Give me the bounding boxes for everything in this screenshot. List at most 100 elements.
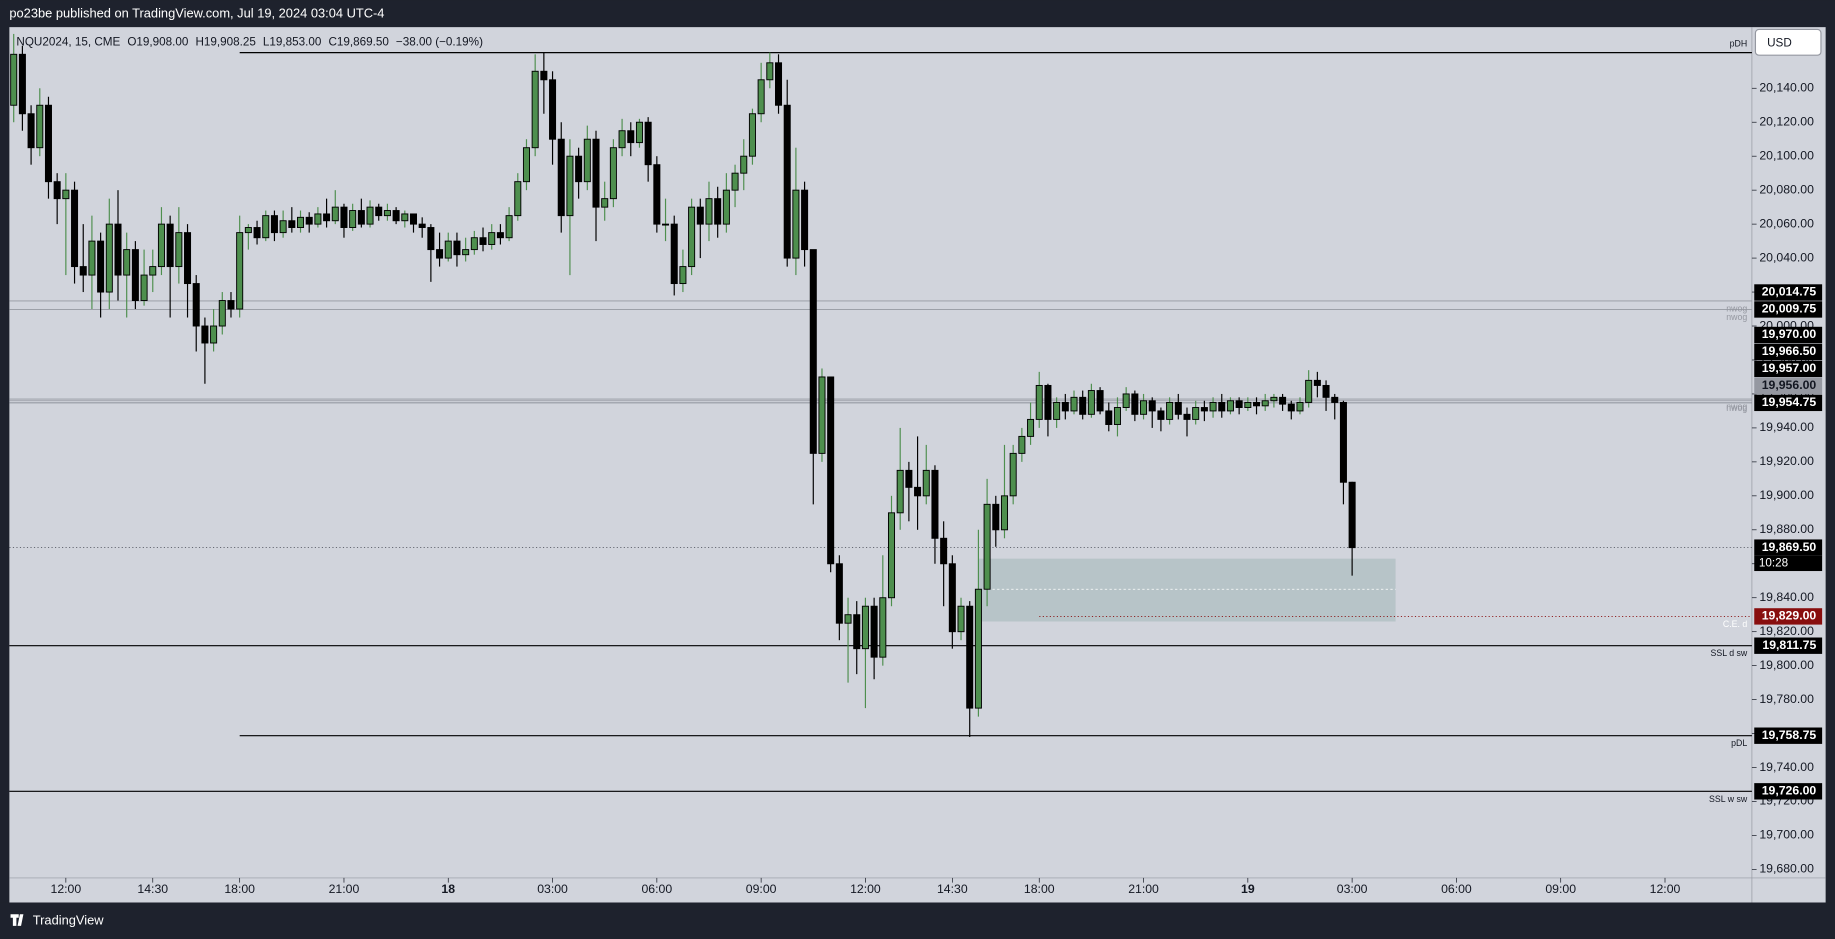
x-tick-label: 03:00 bbox=[1337, 882, 1368, 896]
candle-body bbox=[436, 249, 444, 259]
candle-body bbox=[688, 206, 696, 268]
candle-body bbox=[1087, 390, 1095, 415]
footer bbox=[0, 902, 1835, 939]
candle-body bbox=[62, 189, 70, 200]
candle-body bbox=[1305, 379, 1313, 403]
x-tick-label: 12:00 bbox=[850, 882, 881, 896]
candle-body bbox=[853, 614, 861, 650]
candle-body bbox=[1044, 384, 1052, 420]
price-label-bg bbox=[1754, 301, 1823, 318]
candle-body bbox=[948, 563, 956, 633]
countdown-bg bbox=[1754, 555, 1823, 572]
candle-body bbox=[887, 512, 896, 599]
ohlc-low: L19,853.00 bbox=[263, 35, 322, 48]
price-label: 19,726.00 bbox=[1762, 784, 1817, 798]
candle-body bbox=[1157, 410, 1165, 420]
candle-body bbox=[288, 220, 296, 228]
candle-body bbox=[36, 104, 44, 149]
candle-body bbox=[444, 240, 452, 259]
candle-body bbox=[983, 503, 991, 590]
candle-body bbox=[375, 206, 383, 217]
candle-body bbox=[670, 223, 678, 285]
fvg-zone bbox=[978, 558, 1396, 622]
candle-body bbox=[540, 70, 548, 81]
price-label: 19,811.75 bbox=[1762, 638, 1816, 652]
candle-body bbox=[905, 469, 913, 488]
candle-body bbox=[270, 215, 278, 234]
x-tick-label: 14:30 bbox=[937, 882, 968, 896]
price-label: 19,758.75 bbox=[1762, 728, 1817, 742]
candle-body bbox=[314, 213, 322, 225]
candle-body bbox=[10, 53, 18, 106]
candle-body bbox=[914, 486, 922, 497]
candle-body bbox=[1261, 400, 1269, 407]
candle-body bbox=[549, 79, 557, 140]
price-label-bg bbox=[1754, 284, 1823, 301]
candle-body bbox=[896, 469, 904, 514]
candle-body bbox=[357, 210, 365, 225]
price-label: 20,014.75 bbox=[1762, 285, 1817, 299]
currency-button[interactable] bbox=[1754, 28, 1822, 56]
x-tick-label: 18 bbox=[441, 882, 455, 896]
price-label: 19,829.00 bbox=[1762, 609, 1817, 623]
level-tag: nwog bbox=[1726, 403, 1747, 413]
candle-body bbox=[1053, 401, 1061, 420]
candle-body bbox=[192, 283, 200, 327]
level-tag: nwog bbox=[1726, 402, 1747, 412]
candle-body bbox=[792, 189, 800, 259]
candle-body bbox=[835, 563, 843, 624]
candle-body bbox=[575, 155, 583, 183]
candle-body bbox=[870, 605, 878, 658]
candle-body bbox=[253, 227, 261, 239]
candle-body bbox=[627, 130, 635, 144]
candle-body bbox=[818, 376, 826, 454]
candle-body bbox=[801, 189, 809, 251]
candle-body bbox=[131, 249, 139, 302]
candle-body bbox=[244, 227, 252, 234]
level-tag: pDL bbox=[1731, 738, 1747, 748]
ohlc-change: −38.00 (−0.19%) bbox=[396, 35, 483, 48]
price-label-bg bbox=[1754, 343, 1823, 361]
candle-body bbox=[1253, 401, 1261, 407]
candle-body bbox=[1322, 384, 1330, 398]
candle-body bbox=[1192, 407, 1200, 420]
candle-body bbox=[861, 605, 869, 650]
candle-body bbox=[496, 232, 504, 239]
price-label-bg bbox=[1754, 727, 1823, 744]
ohlc-close: C19,869.50 bbox=[328, 35, 389, 48]
y-tick-label: 20,100.00 bbox=[1759, 148, 1814, 162]
candle-body bbox=[757, 79, 765, 115]
candle-body bbox=[592, 138, 600, 208]
candle-body bbox=[557, 138, 565, 217]
candle-body bbox=[1287, 403, 1295, 412]
candle-body bbox=[748, 113, 756, 157]
candle-body bbox=[392, 210, 400, 222]
y-tick-label: 19,880.00 bbox=[1759, 522, 1814, 536]
candle-body bbox=[775, 62, 783, 106]
candle-body bbox=[1244, 401, 1252, 408]
x-tick-label: 12:00 bbox=[51, 882, 82, 896]
price-label: 19,957.00 bbox=[1762, 361, 1817, 375]
candle-body bbox=[44, 104, 52, 183]
candle-body bbox=[166, 223, 174, 268]
price-label-bg bbox=[1754, 326, 1823, 344]
candle-body bbox=[1018, 435, 1026, 454]
candle-body bbox=[566, 155, 574, 217]
candle-body bbox=[218, 300, 226, 327]
level-tag: nwog bbox=[1726, 303, 1747, 313]
level-tag: C.E. d bbox=[1723, 619, 1747, 629]
candle-body bbox=[1313, 379, 1321, 386]
candle-body bbox=[601, 198, 609, 208]
x-tick-label: 12:00 bbox=[1650, 882, 1681, 896]
y-tick-label: 20,060.00 bbox=[1759, 216, 1814, 230]
symbol-legend: NQU2024, 15, CME O19,908.00 H19,908.25 L19,… bbox=[16, 35, 483, 48]
candle-body bbox=[1070, 396, 1078, 412]
candle-body bbox=[157, 223, 165, 268]
candle-body bbox=[618, 130, 626, 149]
currency-label[interactable]: USD bbox=[1767, 37, 1792, 50]
candle-body bbox=[123, 249, 131, 276]
candle-body bbox=[583, 138, 591, 183]
brand-logo bbox=[10, 914, 24, 926]
candle-body bbox=[635, 121, 643, 144]
